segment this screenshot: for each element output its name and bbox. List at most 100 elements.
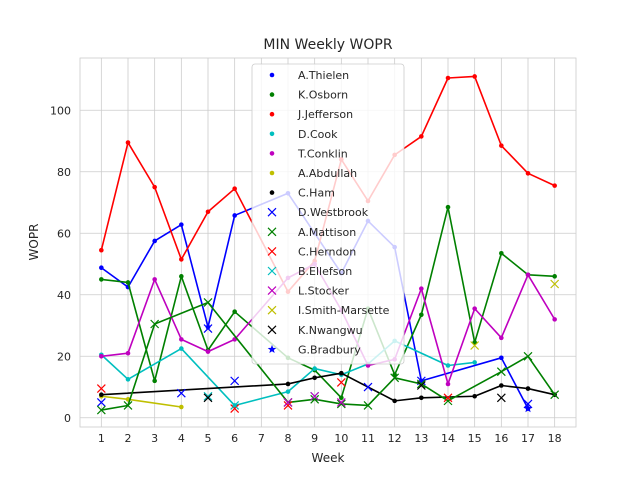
legend-item-a-abdullah: A.Abdullah xyxy=(269,167,357,180)
legend-marker xyxy=(267,305,277,315)
data-point xyxy=(336,397,346,407)
series-k-nwangwu xyxy=(203,381,506,403)
data-point xyxy=(310,391,320,401)
x-tick-label: 5 xyxy=(205,432,212,445)
legend-marker xyxy=(269,72,275,78)
x-tick-label: 12 xyxy=(388,432,402,445)
data-point xyxy=(339,395,344,401)
x-tick-label: 3 xyxy=(151,432,158,445)
legend-item-d-cook: D.Cook xyxy=(269,128,338,141)
data-point xyxy=(472,360,477,365)
legend-label: A.Abdullah xyxy=(298,167,357,180)
data-point xyxy=(445,363,451,368)
data-point xyxy=(285,381,291,387)
data-point xyxy=(123,401,133,410)
y-tick-label: 20 xyxy=(57,350,71,363)
series-l-stocker xyxy=(283,391,346,407)
data-point xyxy=(552,183,557,188)
series-g-bradbury xyxy=(523,404,533,413)
x-tick-label: 16 xyxy=(494,432,508,445)
data-point xyxy=(125,377,131,382)
data-point xyxy=(125,280,131,285)
data-point xyxy=(179,337,184,342)
legend-item-j-jefferson: J.Jefferson xyxy=(269,108,353,121)
legend-label: I.Smith-Marsette xyxy=(298,304,390,317)
data-point xyxy=(203,324,213,334)
legend-marker xyxy=(269,131,275,137)
legend-label: L.Stocker xyxy=(298,285,349,298)
x-tick-label: 7 xyxy=(258,432,265,445)
data-point xyxy=(392,398,397,404)
legend-label: K.Osborn xyxy=(298,89,348,102)
legend-label: J.Jefferson xyxy=(297,108,353,121)
data-point xyxy=(203,391,213,401)
data-point xyxy=(99,265,104,271)
data-point xyxy=(179,346,184,351)
data-point xyxy=(96,384,106,393)
legend-marker xyxy=(267,286,277,296)
data-point xyxy=(499,143,504,148)
data-point xyxy=(312,375,317,381)
legend-box xyxy=(251,63,405,365)
legend-marker xyxy=(267,207,277,217)
x-tick-label: 8 xyxy=(285,432,292,445)
legend: A.Thielen K.Osborn J.Jefferson D.Cook T.Conk… xyxy=(251,63,405,365)
data-point xyxy=(336,377,346,387)
legend-label: T.Conklin xyxy=(297,147,348,160)
legend-label: D.Westbrook xyxy=(298,206,369,219)
data-point xyxy=(232,309,237,314)
data-point xyxy=(472,393,477,399)
x-tick-label: 13 xyxy=(414,432,428,445)
chart-title: MIN Weekly WOPR xyxy=(263,37,392,53)
legend-item-c-ham: C.Ham xyxy=(269,187,335,200)
data-point xyxy=(523,404,533,413)
legend-marker xyxy=(269,170,275,176)
series-c-herndon xyxy=(96,377,453,413)
data-point xyxy=(230,401,240,410)
data-point xyxy=(472,306,477,311)
x-tick-label: 9 xyxy=(311,432,318,445)
y-tick-label: 0 xyxy=(64,412,71,425)
data-point xyxy=(283,401,293,410)
data-point xyxy=(523,351,533,361)
legend-item-l-stocker: L.Stocker xyxy=(267,285,349,298)
data-point xyxy=(96,405,106,415)
data-point xyxy=(205,349,211,354)
data-point xyxy=(230,404,240,413)
legend-item-d-westbrook: D.Westbrook xyxy=(267,206,369,219)
legend-label: B.Ellefson xyxy=(298,265,352,278)
data-point xyxy=(496,393,506,403)
data-point xyxy=(552,274,557,279)
y-tick-label: 80 xyxy=(57,166,71,179)
legend-item-a-mattison: A.Mattison xyxy=(267,226,356,239)
data-point xyxy=(419,134,424,139)
series-line xyxy=(101,301,556,411)
x-tick-label: 11 xyxy=(361,432,375,445)
data-point xyxy=(152,184,157,190)
x-tick-label: 18 xyxy=(548,432,562,445)
data-point xyxy=(419,395,424,401)
data-point xyxy=(496,367,506,377)
x-tick-label: 17 xyxy=(521,432,535,445)
legend-item-a-thielen: A.Thielen xyxy=(269,69,349,82)
data-point xyxy=(443,396,453,406)
legend-marker xyxy=(267,325,277,335)
data-point xyxy=(472,74,477,79)
data-point xyxy=(363,401,373,410)
x-tick-label: 10 xyxy=(334,432,348,445)
y-axis-label: WOPR xyxy=(27,224,41,261)
data-point xyxy=(99,277,104,282)
data-point xyxy=(283,397,293,407)
data-point xyxy=(416,381,426,390)
legend-label: A.Thielen xyxy=(298,69,349,82)
data-point xyxy=(96,397,106,407)
legend-label: G.Bradbury xyxy=(298,343,361,356)
data-point xyxy=(232,213,237,218)
data-point xyxy=(232,186,237,191)
data-point xyxy=(152,238,157,244)
data-point xyxy=(150,319,160,329)
legend-item-t-conklin: T.Conklin xyxy=(269,147,348,160)
legend-item-g-bradbury: G.Bradbury xyxy=(267,343,361,356)
data-point xyxy=(552,317,557,322)
